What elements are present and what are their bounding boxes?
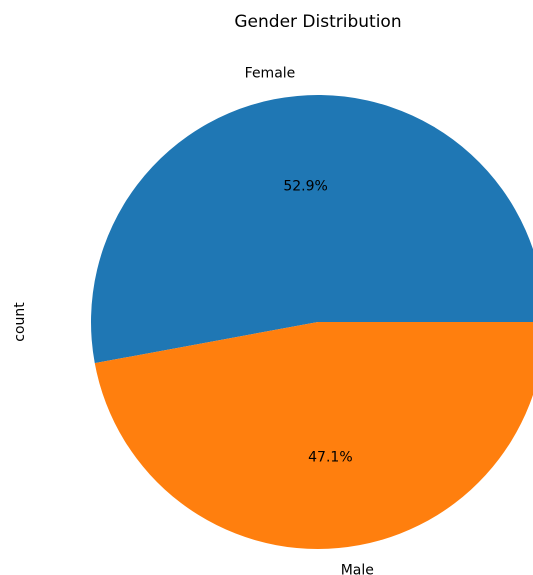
percent-label: 47.1% [308, 450, 352, 466]
slice-label: Female [245, 65, 296, 81]
slice-label: Male [341, 563, 374, 575]
y-axis-label: count [12, 302, 28, 342]
percent-label: 52.9% [283, 178, 327, 194]
pie-slice [94, 322, 533, 549]
pie-slice [91, 95, 533, 364]
chart-title: Gender Distribution [234, 12, 401, 32]
